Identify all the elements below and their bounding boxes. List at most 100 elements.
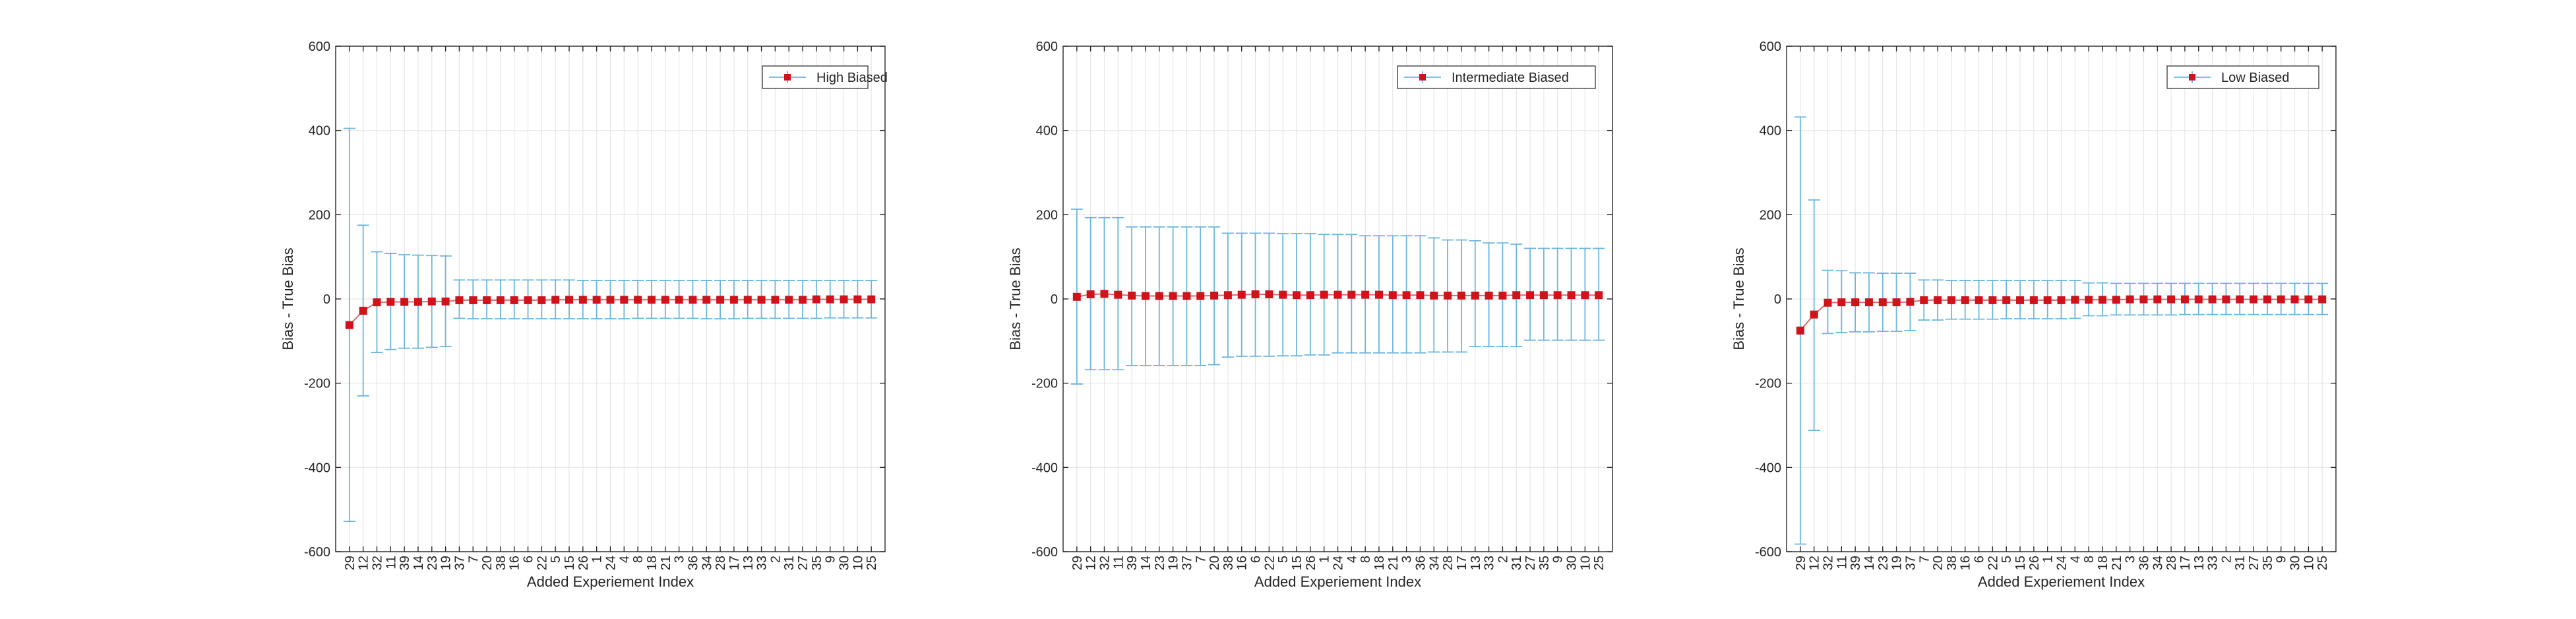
x-tick-label: 15 [1290,556,1304,570]
data-point [1539,291,1548,300]
x-tick-label: 4 [1345,556,1359,563]
data-point [1485,291,1493,300]
data-point [551,296,560,304]
data-point [1581,291,1589,300]
data-point [2208,295,2217,304]
x-axis: 2912321139142319377203816622515261244818… [1794,46,2330,570]
data-point [2139,295,2148,304]
x-tick-label: 16 [508,556,522,570]
x-tick-label: 7 [466,556,481,563]
data-point [1141,292,1150,300]
x-tick-label: 36 [686,556,700,570]
x-tick-label: 12 [357,556,371,570]
data-point [606,296,615,304]
x-tick-label: 15 [563,556,577,570]
x-tick-label: 1 [1318,556,1332,563]
y-tick-label: 0 [323,292,330,307]
x-tick-label: 14 [412,556,426,570]
x-tick-label: 8 [1359,556,1373,563]
data-point [359,306,367,315]
data-point [1796,326,1804,335]
x-tick-label: 24 [1332,556,1346,570]
data-point [634,296,642,304]
data-point [689,296,697,304]
x-tick-label: 38 [494,556,508,570]
data-point [1114,290,1122,299]
x-tick-label: 3 [1400,556,1415,563]
data-point [1837,298,1846,307]
data-point [1237,290,1246,299]
data-point [510,296,518,304]
data-point [2194,295,2203,304]
x-tick-label: 10 [2302,556,2316,570]
data-point [414,298,422,306]
x-tick-label: 8 [2082,556,2097,563]
data-point [1512,291,1521,300]
x-tick-label: 22 [1262,556,1277,570]
data-point [1824,298,1832,307]
x-axis: 2912321139142319377203816622515261244818… [1070,46,1607,570]
legend: High Biased [762,65,888,89]
y-tick-label: 200 [1036,208,1058,222]
y-tick-label: 0 [1051,292,1058,307]
x-tick-label: 12 [1084,556,1099,570]
x-tick-label: 24 [2055,556,2070,570]
legend-marker [1419,74,1426,81]
y-tick-label: -600 [1031,545,1058,560]
data-point [1988,296,1997,304]
x-tick-label: 37 [1903,556,1918,570]
data-point [1388,291,1397,300]
data-point [1320,290,1328,299]
x-tick-label: 25 [1592,556,1607,570]
x-tick-label: 4 [617,556,632,563]
x-tick-label: 14 [1862,556,1877,570]
data-point [826,295,834,304]
data-point [1430,291,1438,300]
data-point [1878,298,1887,307]
data-point [565,296,574,304]
x-tick-label: 11 [384,556,398,570]
data-point [1906,298,1915,306]
x-tick-label: 26 [1304,556,1318,570]
data-point [2290,295,2299,304]
x-tick-label: 22 [1986,556,2000,570]
data-point [1567,291,1576,300]
data-point [2250,295,2258,304]
data-point [1864,298,1873,307]
y-tick-label: 200 [1760,208,1781,222]
x-tick-label: 17 [2178,556,2193,570]
x-tick-label: 3 [2124,556,2138,563]
data-point [2236,295,2244,304]
data-point [1374,290,1383,299]
data-point [1072,292,1081,301]
x-tick-label: 33 [1483,556,1497,570]
x-tick-label: 27 [1523,556,1538,570]
data-point [2002,296,2011,304]
data-point [1444,291,1452,300]
data-point [2126,295,2134,304]
data-point [1961,296,1969,304]
x-tick-label: 26 [2027,556,2042,570]
x-tick-label: 17 [1455,556,1469,570]
data-point [812,295,820,304]
data-point [1223,291,1232,300]
x-tick-label: 6 [1249,556,1264,563]
x-tick-label: 1 [2041,556,2056,563]
x-tick-label: 19 [439,556,454,570]
data-point [386,298,395,306]
data-point [2098,296,2106,304]
data-point [853,295,862,304]
x-tick-label: 30 [838,556,852,570]
x-tick-label: 15 [2013,556,2028,570]
series-1 [343,127,878,522]
series-1 [1070,209,1605,385]
x-tick-label: 29 [343,556,357,570]
y-tick-label: -400 [1755,461,1781,475]
x-tick-label: 31 [1510,556,1524,570]
y-tick-label: -400 [1031,461,1058,475]
data-point [1934,296,1942,304]
x-tick-label: 35 [1537,556,1552,570]
y-tick-label: -200 [1031,377,1058,391]
x-tick-label: 34 [700,556,714,570]
data-point [661,296,669,304]
